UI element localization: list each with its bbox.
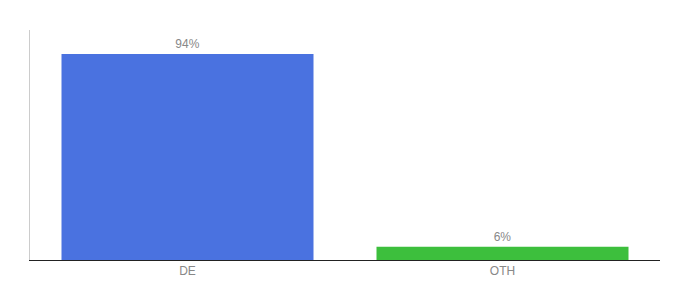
svg-text:94%: 94% — [175, 37, 199, 51]
svg-text:OTH: OTH — [490, 264, 515, 278]
svg-text:DE: DE — [179, 264, 196, 278]
svg-text:6%: 6% — [494, 230, 512, 244]
